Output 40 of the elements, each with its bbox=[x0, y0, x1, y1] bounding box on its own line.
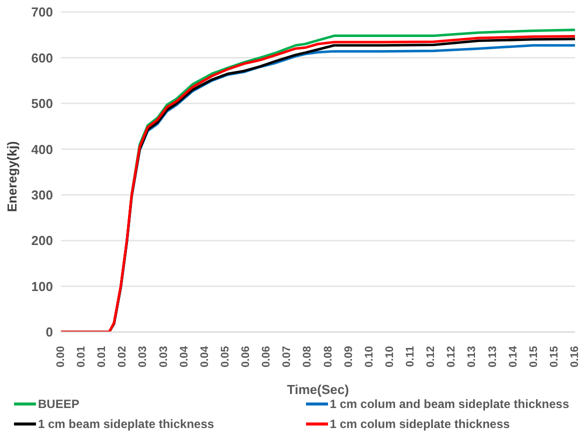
y-tick-label: 200 bbox=[31, 233, 53, 248]
x-tick-label: 0.14 bbox=[507, 345, 520, 368]
x-tick-label: 0.12 bbox=[446, 346, 458, 368]
x-tick-label: 0.02 bbox=[116, 346, 129, 368]
x-tick-label: 0.11 bbox=[404, 346, 417, 367]
x-tick-label: 0.08 bbox=[302, 346, 314, 368]
y-tick-label: 600 bbox=[31, 50, 53, 66]
x-tick-label: 0.04 bbox=[198, 345, 211, 368]
legend-label: BUEEP bbox=[38, 397, 80, 411]
x-tick-label: 0.03 bbox=[137, 346, 150, 368]
legend-label: 1 cm colum sideplate thickness bbox=[330, 417, 510, 431]
x-tick-label: 0.08 bbox=[322, 346, 334, 368]
y-tick-label: 400 bbox=[31, 142, 53, 157]
x-tick-label: 0.09 bbox=[342, 346, 355, 368]
y-tick-label: 0 bbox=[46, 324, 53, 340]
x-tick-label: 0.13 bbox=[466, 346, 478, 368]
y-axis-title: Eneregy(kj) bbox=[4, 141, 20, 212]
x-tick-label: 0.06 bbox=[260, 346, 273, 368]
x-tick-label: 0.12 bbox=[425, 346, 438, 368]
x-tick-label: 0.01 bbox=[96, 346, 108, 368]
legend-label: 1 cm colum and beam sideplate thickness bbox=[330, 397, 570, 411]
x-tick-label: 0.03 bbox=[158, 346, 170, 368]
x-tick-label: 0.07 bbox=[281, 346, 294, 368]
x-tick-label: 0.06 bbox=[240, 346, 252, 368]
x-tick-label: 0.01 bbox=[76, 346, 88, 368]
y-tick-label: 700 bbox=[31, 4, 53, 20]
y-tick-label: 500 bbox=[31, 96, 53, 112]
x-tick-label: 0.15 bbox=[548, 346, 560, 368]
x-axis-title: Time(Sec) bbox=[287, 382, 349, 397]
y-tick-label: 100 bbox=[31, 278, 53, 294]
x-tick-label: 0.16 bbox=[569, 346, 581, 368]
x-tick-label: 0.05 bbox=[219, 346, 232, 368]
x-tick-label: 0.15 bbox=[528, 346, 540, 368]
x-tick-label: 0.00 bbox=[55, 346, 67, 368]
y-tick-label: 300 bbox=[31, 187, 53, 202]
x-tick-label: 0.04 bbox=[178, 345, 190, 368]
x-tick-label: 0.10 bbox=[363, 346, 376, 368]
x-tick-label: 0.13 bbox=[486, 346, 499, 368]
legend-label: 1 cm beam sideplate thickness bbox=[38, 417, 214, 431]
x-tick-label: 0.10 bbox=[384, 346, 396, 368]
